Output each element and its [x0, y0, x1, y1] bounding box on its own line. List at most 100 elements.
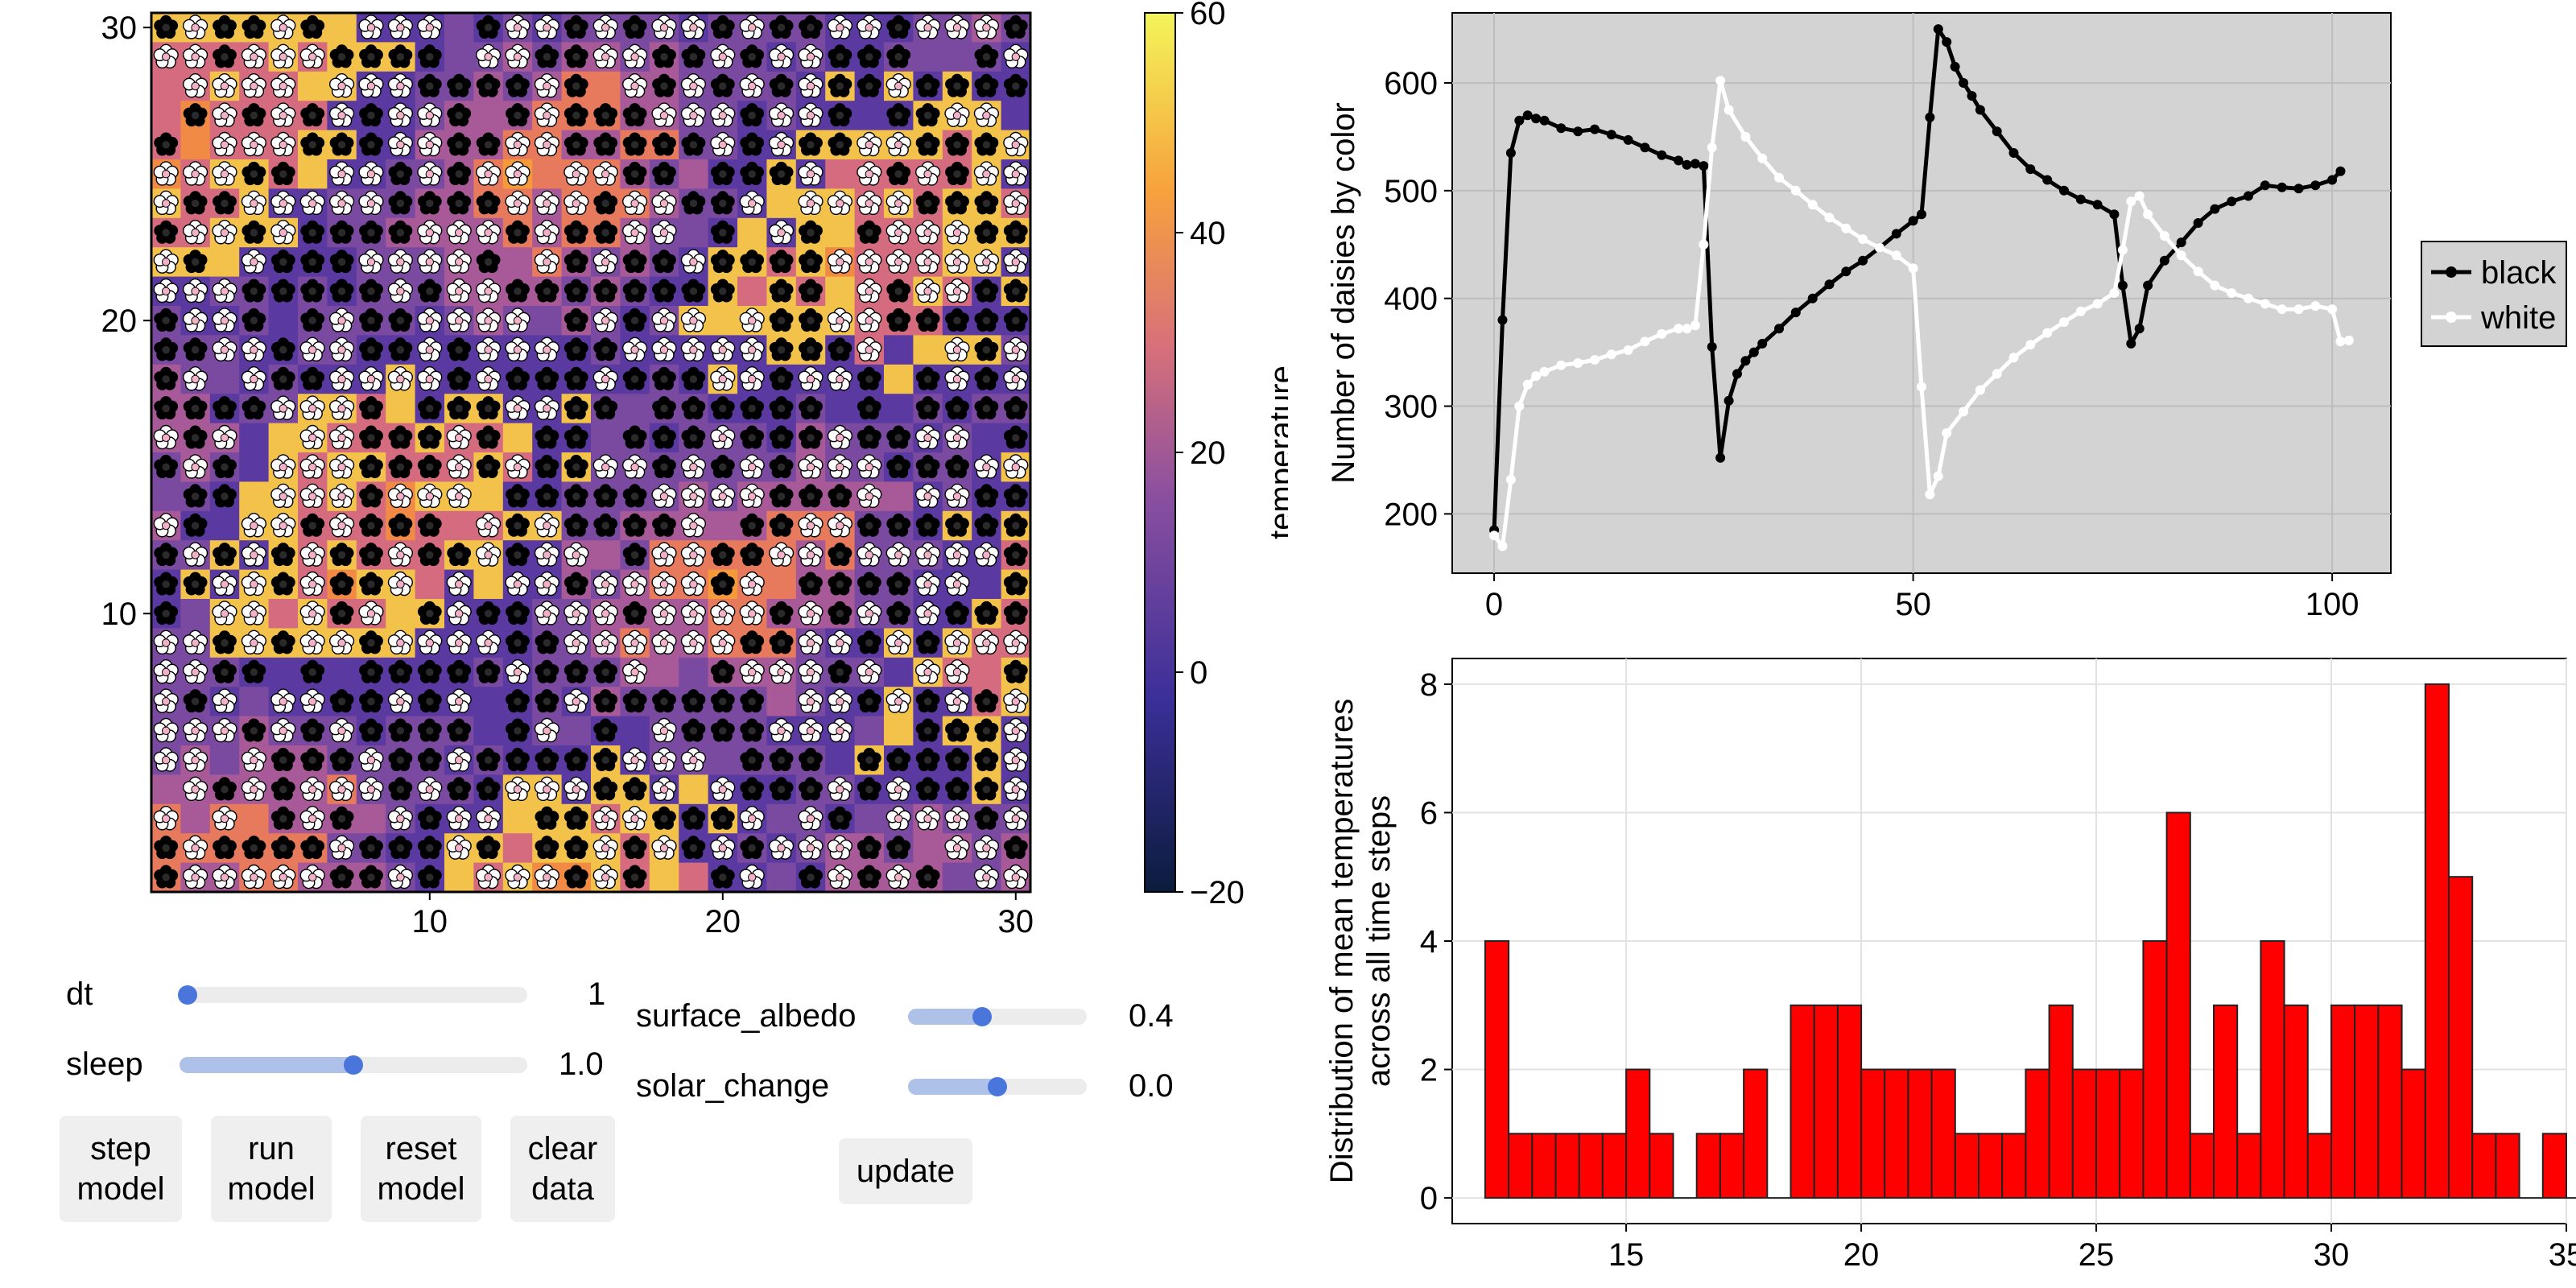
black-daisy [417, 718, 442, 742]
black-daisy [769, 366, 794, 390]
black-daisy [945, 191, 969, 215]
white-daisy [1003, 131, 1029, 157]
black-daisy [359, 572, 383, 596]
white-daisy [592, 43, 618, 69]
black-daisy [740, 718, 765, 742]
hist-bar [2236, 1133, 2262, 1199]
series-black-point [2335, 166, 2346, 176]
black-daisy [329, 601, 354, 625]
white-daisy [534, 571, 559, 597]
black-daisy [886, 14, 911, 39]
reset-model-button[interactable]: reset model [361, 1116, 481, 1222]
black-daisy [213, 659, 237, 683]
black-daisy [652, 73, 676, 97]
black-daisy [388, 337, 413, 361]
black-daisy [1003, 396, 1028, 420]
colorbar-tick-label: 20 [1190, 436, 1226, 471]
update-button[interactable]: update [839, 1138, 972, 1204]
black-daisy [417, 425, 442, 449]
black-daisy [886, 572, 911, 596]
series-black-point [1950, 61, 1960, 72]
white-daisy [768, 659, 795, 684]
series-black-point [2059, 185, 2069, 196]
series-black-point [1690, 159, 1700, 169]
series-white-point [1514, 401, 1525, 411]
white-daisy [182, 220, 208, 245]
black-daisy [1003, 836, 1028, 860]
black-daisy [1003, 659, 1028, 683]
hist-x-tick-label: 25 [2079, 1237, 2115, 1273]
solar-change-slider[interactable] [908, 1077, 1087, 1096]
series-black-point [1707, 341, 1717, 352]
hist-bar [1554, 1133, 1580, 1199]
white-daisy [1003, 630, 1029, 655]
surface-albedo-label: surface_albedo [636, 998, 857, 1034]
white-daisy [739, 190, 765, 216]
white-daisy [475, 864, 502, 890]
black-daisy [710, 250, 735, 274]
white-daisy [651, 835, 677, 860]
series-white-point [2042, 328, 2053, 338]
series-white-point [1757, 153, 1768, 163]
surface-albedo-slider-handle[interactable] [972, 1007, 992, 1026]
black-daisy [564, 513, 588, 537]
dt-value: 1 [588, 976, 606, 1012]
hist-bar [2377, 1004, 2403, 1199]
line-legend [2421, 241, 2567, 347]
sleep-slider[interactable] [180, 1055, 527, 1075]
black-daisy [857, 366, 881, 390]
white-daisy [944, 659, 970, 684]
run-model-button[interactable]: run model [211, 1116, 332, 1222]
white-daisy [1003, 336, 1029, 362]
white-daisy [1003, 776, 1029, 802]
black-daisy [974, 396, 999, 420]
black-daisy [476, 659, 501, 683]
black-daisy [242, 836, 266, 860]
white-daisy [564, 776, 589, 802]
black-daisy [622, 543, 647, 567]
white-daisy [886, 688, 911, 713]
white-daisy [212, 717, 237, 743]
white-daisy [182, 835, 208, 860]
black-daisy [828, 543, 852, 567]
black-daisy [213, 484, 237, 508]
black-daisy [593, 747, 618, 771]
series-black-point [1925, 112, 1935, 122]
white-daisy [329, 717, 355, 743]
black-daisy [769, 161, 794, 185]
solar-change-slider-handle[interactable] [988, 1077, 1007, 1096]
white-daisy [914, 220, 941, 245]
black-daisy [974, 191, 999, 215]
white-daisy [651, 630, 677, 655]
clear-data-button[interactable]: clear data [510, 1116, 615, 1222]
black-daisy [799, 337, 823, 361]
black-daisy [417, 806, 442, 830]
black-daisy [622, 777, 647, 801]
black-daisy [857, 747, 881, 771]
white-daisy [182, 864, 208, 890]
sleep-slider-handle[interactable] [344, 1055, 363, 1075]
white-daisy [446, 747, 472, 772]
series-black-point [1606, 130, 1616, 140]
white-daisy [798, 161, 824, 186]
white-daisy [182, 542, 208, 567]
white-daisy [299, 483, 325, 509]
dt-slider[interactable] [178, 985, 527, 1005]
black-daisy [329, 220, 354, 244]
step-model-button[interactable]: step model [60, 1116, 182, 1222]
dt-slider-handle[interactable] [178, 985, 197, 1005]
hist-y-axis-label: Distribution of mean temperatures [1324, 699, 1360, 1184]
white-daisy [534, 601, 559, 625]
black-daisy [154, 337, 179, 361]
white-daisy [592, 864, 618, 890]
solar-change-label: solar_change [636, 1068, 830, 1104]
white-daisy [182, 308, 208, 332]
black-daisy [447, 396, 472, 420]
white-daisy [505, 659, 530, 684]
surface-albedo-slider[interactable] [908, 1007, 1087, 1026]
series-black-point [1590, 124, 1600, 134]
white-daisy [446, 278, 472, 303]
white-daisy [417, 14, 443, 39]
hist-bar [2048, 1004, 2074, 1199]
black-daisy [242, 220, 266, 244]
